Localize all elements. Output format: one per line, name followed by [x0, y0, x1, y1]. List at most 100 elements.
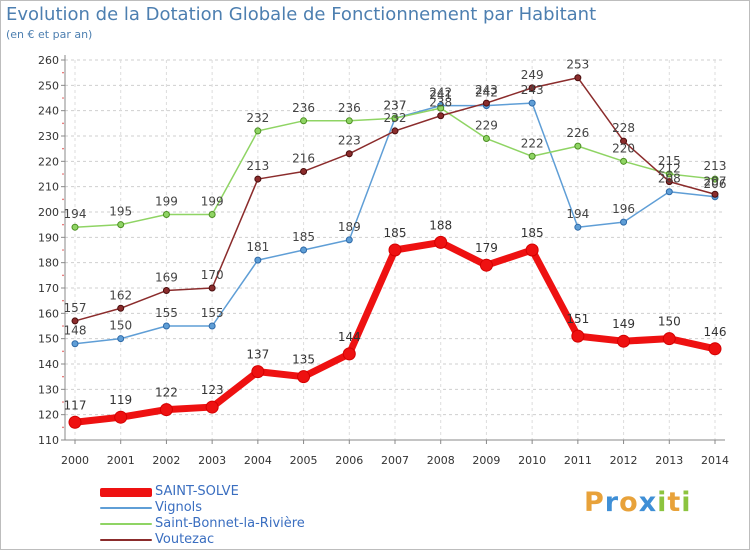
y-minor-tick — [62, 223, 64, 226]
x-tick-label: 2013 — [655, 454, 683, 467]
data-point-saint-bonnet-la-rivi-re — [528, 152, 536, 160]
data-label-saint-solve: 117 — [64, 398, 87, 412]
y-minor-tick — [62, 375, 64, 378]
logo-letter: r — [604, 487, 620, 518]
data-label-voutezac: 170 — [201, 268, 224, 282]
data-point-voutezac — [711, 190, 719, 198]
legend-swatch-voutezac — [100, 539, 152, 541]
data-point-saint-solve — [251, 365, 265, 379]
data-label-saint-bonnet-la-rivi-re: 194 — [64, 207, 87, 221]
y-tick-label: 120 — [38, 409, 59, 422]
data-label-vignols: 242 — [429, 86, 452, 100]
y-minor-tick — [62, 97, 64, 99]
data-point-voutezac — [528, 84, 536, 92]
data-point-saint-bonnet-la-rivi-re — [71, 223, 79, 231]
data-point-voutezac — [254, 175, 262, 183]
data-label-saint-solve: 119 — [109, 393, 132, 407]
data-point-saint-solve — [434, 235, 448, 249]
legend-swatch-saint-bonnet — [100, 523, 152, 525]
data-label-saint-bonnet-la-rivi-re: 213 — [704, 159, 727, 173]
data-label-saint-bonnet-la-rivi-re: 199 — [201, 195, 224, 209]
data-point-saint-bonnet-la-rivi-re — [117, 221, 125, 229]
data-label-voutezac: 207 — [704, 174, 727, 188]
data-point-saint-bonnet-la-rivi-re — [711, 175, 719, 183]
grid — [65, 59, 725, 441]
data-label-saint-bonnet-la-rivi-re: 220 — [612, 141, 635, 155]
data-point-saint-solve — [159, 403, 173, 417]
data-point-saint-solve — [342, 347, 356, 361]
legend-swatch-vignols — [100, 507, 152, 509]
y-tick-label: 190 — [38, 231, 59, 244]
data-point-vignols — [117, 335, 125, 343]
data-point-voutezac — [208, 284, 216, 292]
logo-letter: o — [619, 487, 639, 518]
data-point-saint-solve — [708, 342, 722, 356]
data-label-saint-solve: 144 — [338, 330, 361, 344]
data-point-saint-solve — [479, 258, 493, 272]
data-label-voutezac: 238 — [429, 96, 452, 110]
data-point-saint-bonnet-la-rivi-re — [254, 127, 262, 135]
y-tick-label: 200 — [38, 206, 59, 219]
y-minor-tick — [62, 299, 64, 302]
data-label-saint-bonnet-la-rivi-re: 215 — [658, 154, 681, 168]
data-point-saint-bonnet-la-rivi-re — [300, 117, 308, 125]
x-tick-label: 2010 — [518, 454, 546, 467]
data-label-voutezac: 253 — [566, 58, 589, 72]
data-label-saint-solve: 188 — [429, 218, 452, 232]
data-point-vignols — [620, 218, 628, 226]
data-point-voutezac — [482, 99, 490, 107]
y-tick-label: 160 — [38, 307, 59, 320]
data-label-voutezac: 212 — [658, 162, 681, 176]
data-label-voutezac: 232 — [384, 111, 407, 125]
data-point-vignols — [345, 236, 353, 244]
y-minor-tick — [62, 198, 64, 201]
data-point-saint-bonnet-la-rivi-re — [437, 104, 445, 112]
data-point-saint-bonnet-la-rivi-re — [620, 157, 628, 165]
data-label-vignols: 155 — [201, 306, 224, 320]
x-tick-label: 2009 — [472, 454, 500, 467]
y-tick-label: 250 — [38, 79, 59, 92]
data-point-saint-bonnet-la-rivi-re — [345, 117, 353, 125]
data-point-voutezac — [574, 74, 582, 82]
data-label-vignols: 243 — [521, 83, 544, 97]
data-point-saint-bonnet-la-rivi-re — [665, 170, 673, 178]
data-point-vignols — [665, 188, 673, 196]
data-label-voutezac: 162 — [109, 288, 132, 302]
legend-label-saint-solve: SAINT-SOLVE — [155, 484, 239, 499]
y-minor-tick — [62, 173, 64, 175]
data-label-saint-solve: 185 — [521, 226, 544, 240]
data-point-vignols — [162, 322, 170, 330]
data-label-vignols: 206 — [704, 177, 727, 191]
chart-title: Evolution de la Dotation Globale de Fonc… — [6, 4, 597, 25]
data-point-voutezac — [391, 127, 399, 135]
data-label-saint-bonnet-la-rivi-re: 226 — [566, 126, 589, 140]
data-point-saint-solve — [525, 243, 539, 257]
legend-label-saint-bonnet: Saint-Bonnet-la-Rivière — [155, 516, 305, 531]
data-label-vignols: 181 — [246, 240, 269, 254]
data-point-saint-solve — [205, 400, 219, 414]
y-minor-tick — [62, 350, 64, 353]
y-tick-label: 220 — [38, 155, 59, 168]
data-label-voutezac: 243 — [475, 83, 498, 97]
data-point-voutezac — [345, 150, 353, 158]
x-tick-label: 2006 — [335, 454, 363, 467]
y-tick-label: 240 — [38, 105, 59, 118]
y-minor-tick — [62, 401, 64, 403]
data-point-voutezac — [71, 317, 79, 325]
y-minor-tick — [62, 249, 64, 251]
data-label-voutezac: 228 — [612, 121, 635, 135]
y-tick-label: 130 — [38, 383, 59, 396]
x-tick-label: 2002 — [152, 454, 180, 467]
x-tick-label: 2007 — [381, 454, 409, 467]
data-label-saint-bonnet-la-rivi-re: 237 — [384, 98, 407, 112]
data-label-saint-bonnet-la-rivi-re: 236 — [292, 101, 315, 115]
series-lines — [68, 74, 722, 429]
y-tick-label: 210 — [38, 181, 59, 194]
y-tick-label: 180 — [38, 257, 59, 270]
y-tick-label: 170 — [38, 282, 59, 295]
data-label-vignols: 208 — [658, 172, 681, 186]
data-label-vignols: 148 — [64, 324, 87, 338]
y-tick-label: 140 — [38, 358, 59, 371]
